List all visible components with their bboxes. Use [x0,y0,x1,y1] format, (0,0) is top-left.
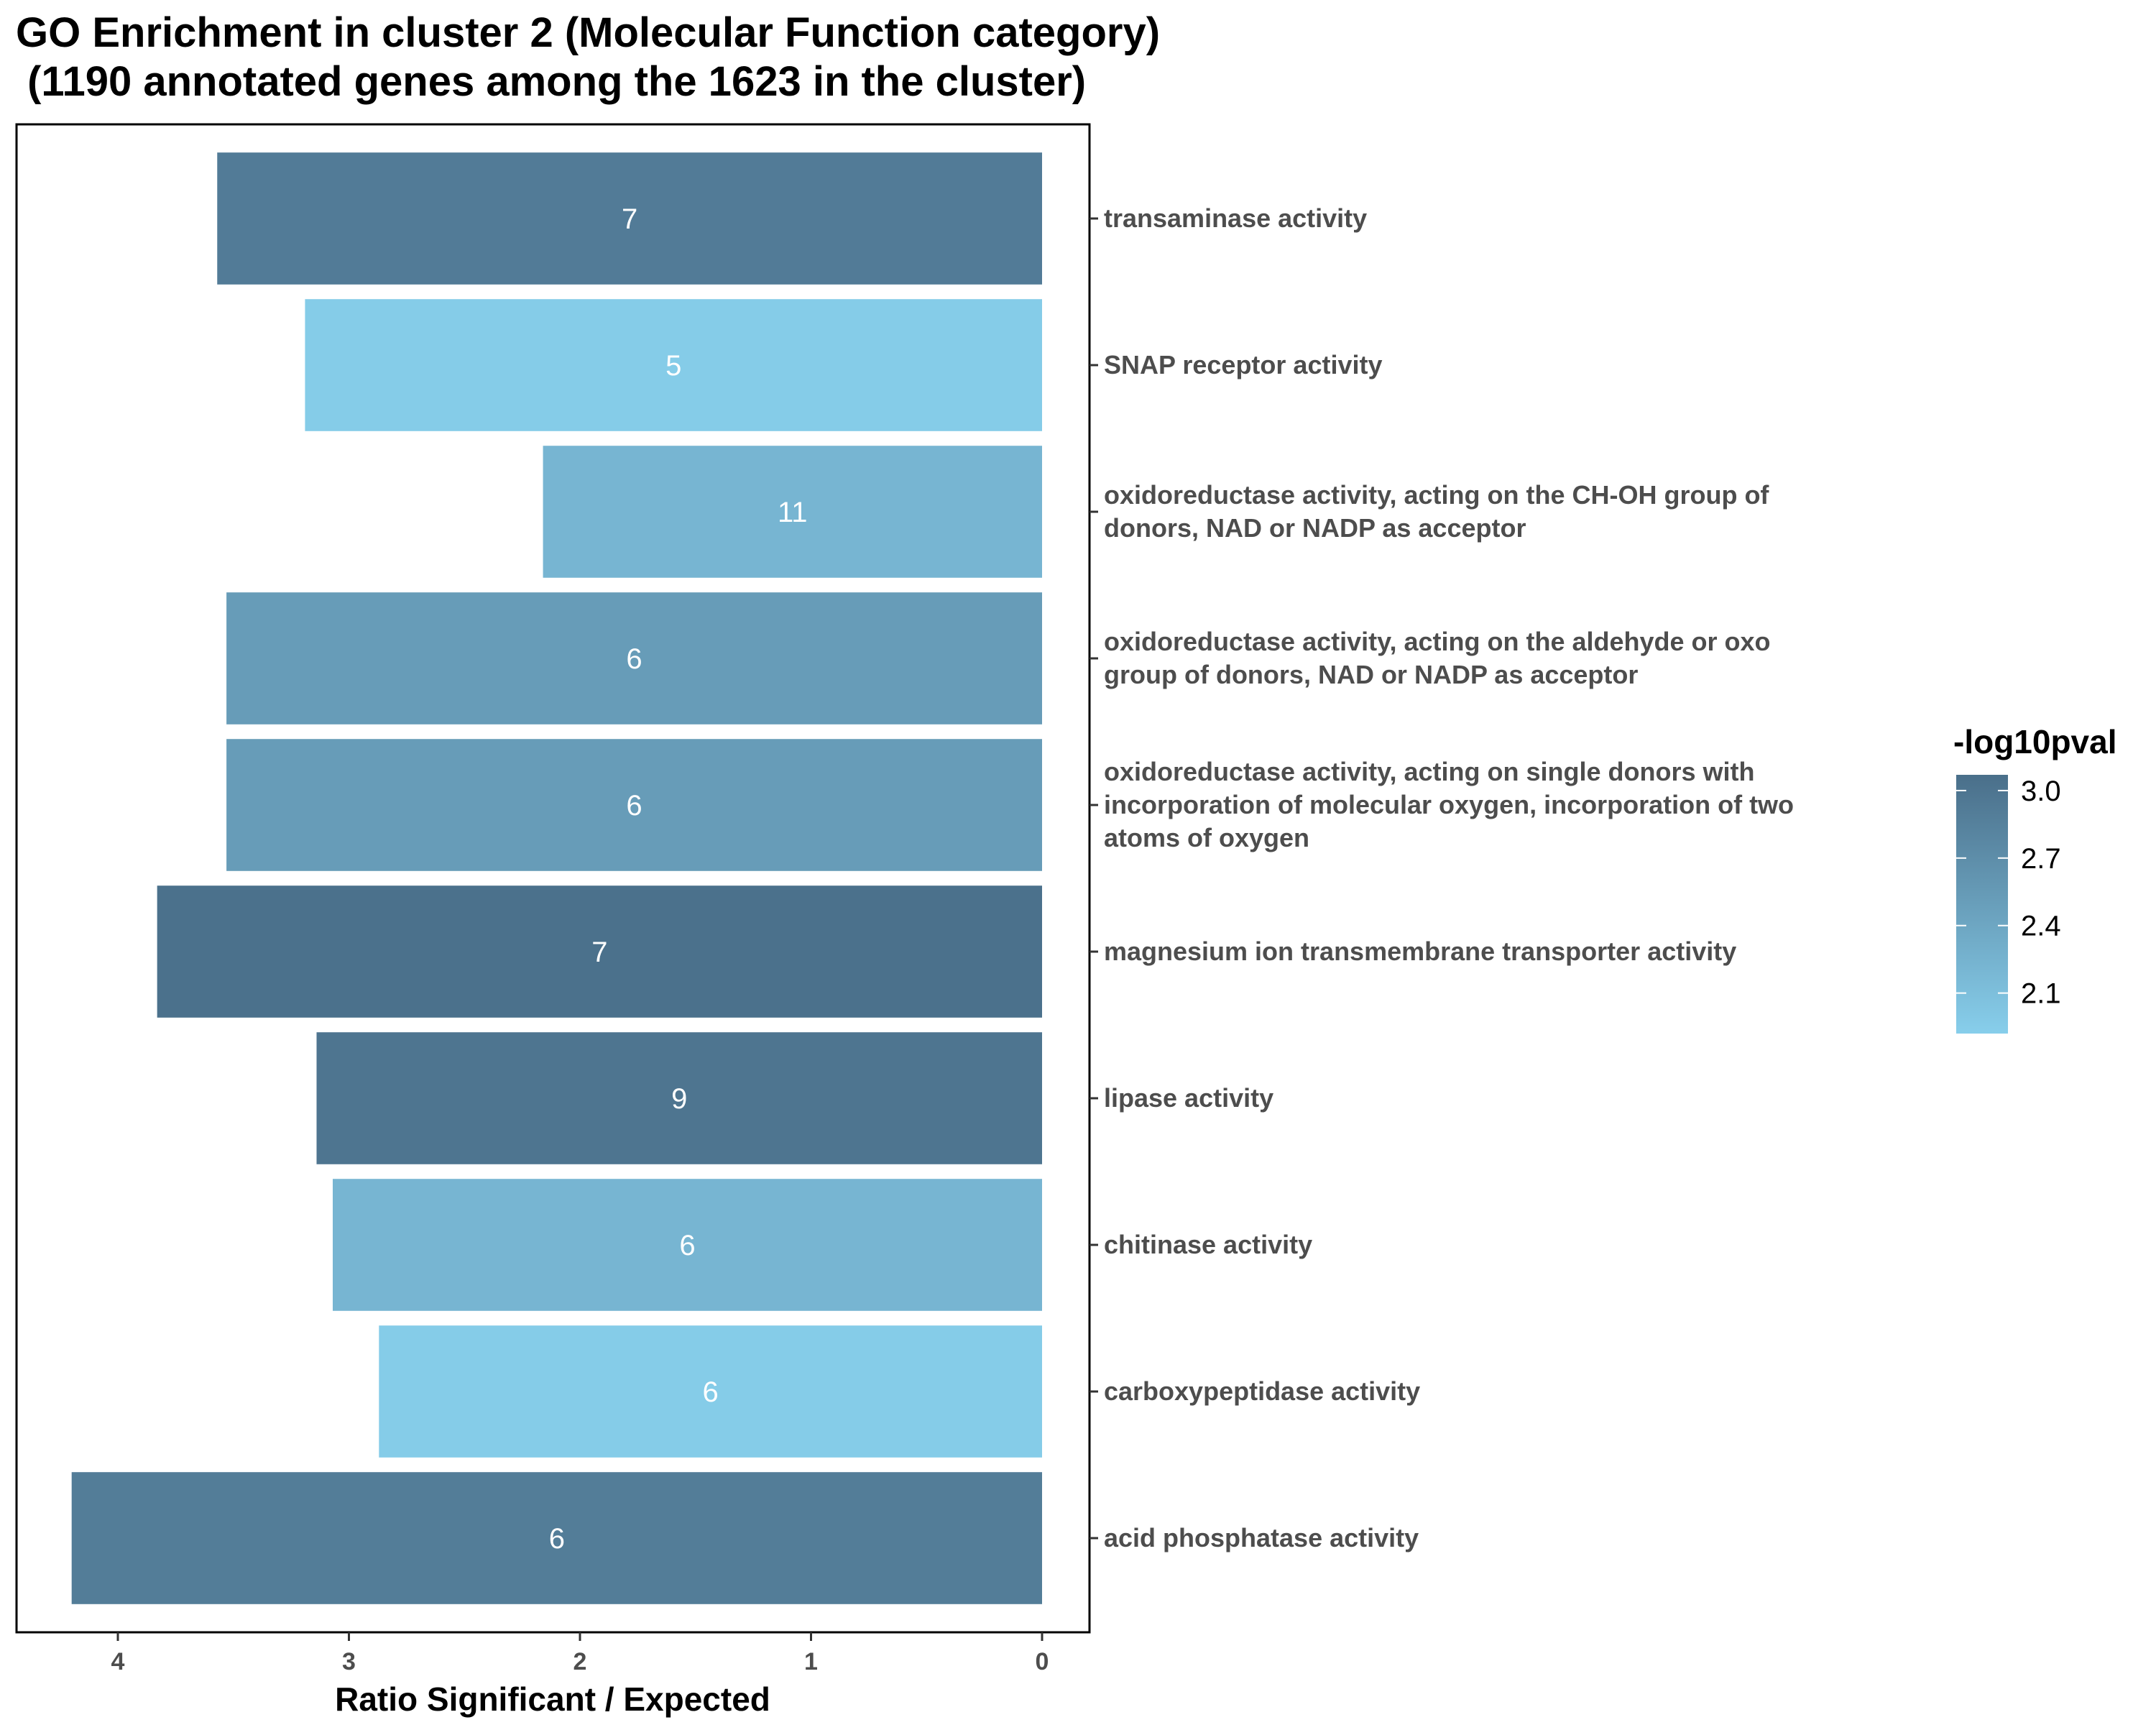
legend-tick-label: 2.7 [2021,843,2061,875]
bar-count-label: 9 [671,1083,687,1115]
bar [305,299,1042,431]
legend-tick-label: 2.1 [2021,978,2061,1010]
bar-count-label: 7 [591,937,607,968]
legend-tick-label: 2.4 [2021,911,2061,942]
x-tick-label: 0 [1036,1648,1049,1675]
category-label: oxidoreductase activity, acting on the a… [1104,627,1771,656]
x-axis-title: Ratio Significant / Expected [335,1680,770,1718]
bar [332,1179,1042,1311]
category-label: carboxypeptidase activity [1104,1376,1420,1406]
bar [379,1325,1042,1458]
bar-count-label: 6 [626,790,642,822]
bar-count-label: 7 [622,203,637,235]
bar-count-label: 11 [778,497,808,528]
bar [543,446,1042,578]
bar-count-label: 6 [626,643,642,675]
x-tick-label: 1 [804,1648,818,1675]
color-legend: -log10pval 3.0 2.7 2.4 2.1 [1953,723,2117,1034]
category-label: acid phosphatase activity [1104,1523,1419,1552]
category-label: oxidoreductase activity, acting on the C… [1104,480,1769,510]
category-label: group of donors, NAD or NADP as acceptor [1104,660,1638,689]
y-axis: transaminase activity SNAP receptor activ… [1089,203,1794,1552]
category-label: transaminase activity [1104,203,1367,233]
chart-title: GO Enrichment in cluster 2 (Molecular Fu… [16,9,1161,105]
bar [226,739,1043,871]
bar-count-label: 6 [679,1230,695,1261]
legend-colorbar [1956,775,2008,1034]
category-label: donors, NAD or NADP as acceptor [1104,513,1526,543]
bar-count-label: 5 [665,350,681,382]
bars-layer: 7 5 11 6 6 7 9 6 6 6 [71,152,1043,1604]
category-label: oxidoreductase activity, acting on singl… [1104,757,1754,786]
category-label: SNAP receptor activity [1104,350,1383,380]
bar [316,1032,1042,1164]
x-tick-label: 2 [573,1648,587,1675]
bar [217,152,1042,285]
legend-title: -log10pval [1953,723,2117,760]
category-label: incorporation of molecular oxygen, incor… [1104,790,1794,819]
plot-panel-border [15,123,1091,1634]
legend-tick-label: 3.0 [2021,776,2061,807]
category-label: magnesium ion transmembrane transporter … [1104,937,1736,966]
bar [157,886,1042,1018]
legend-ticks: 3.0 2.7 2.4 2.1 [1956,776,2061,1010]
bar [226,592,1043,724]
x-tick-label: 3 [342,1648,356,1675]
x-tick-label: 4 [111,1648,125,1675]
category-label: chitinase activity [1104,1230,1312,1259]
bar [71,1472,1043,1604]
bar-count-label: 6 [549,1523,565,1555]
category-label: lipase activity [1104,1083,1273,1113]
x-axis: 0 1 2 3 4 [111,1632,1049,1675]
bar-count-label: 6 [703,1376,719,1408]
category-label: atoms of oxygen [1104,823,1309,852]
